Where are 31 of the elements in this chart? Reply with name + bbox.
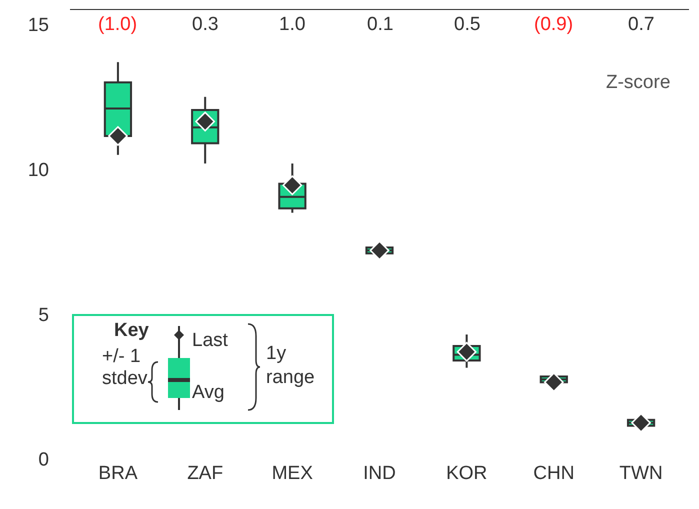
x-tick-label: TWN [619,463,663,484]
point [370,240,390,260]
x-tick-label: ZAF [187,463,224,484]
x-tick-label: KOR [446,463,488,484]
y-tick-label: 15 [28,15,49,36]
annotation: 0.5 [454,14,480,35]
point [631,412,651,433]
annotation: 0.3 [192,14,218,35]
annotation: Z-score [606,72,670,93]
point [195,112,215,132]
annotation: Key [114,320,149,342]
x-tick-label: MEX [272,463,314,484]
point [108,126,128,146]
x-tick-label: BRA [98,463,138,484]
y-tick-label: 0 [38,450,49,471]
point [282,175,302,196]
annotation: (1.0) [98,14,138,35]
annotation: 0.7 [628,14,654,35]
y-tick-label: 10 [28,160,49,181]
annotation: Last [192,330,228,352]
x-tick-label: CHN [533,463,574,484]
annotation: Avg [192,382,224,404]
annotation: 1y range [266,342,316,390]
point [544,372,564,392]
y-tick-label: 5 [38,304,49,326]
x-tick-label: IND [363,463,396,484]
annotation: 1.0 [279,14,306,35]
annotation: (0.9) [534,14,574,35]
annotation: +/- 1 stdev [102,346,148,390]
annotation: 0.1 [367,14,394,35]
point [456,342,477,362]
